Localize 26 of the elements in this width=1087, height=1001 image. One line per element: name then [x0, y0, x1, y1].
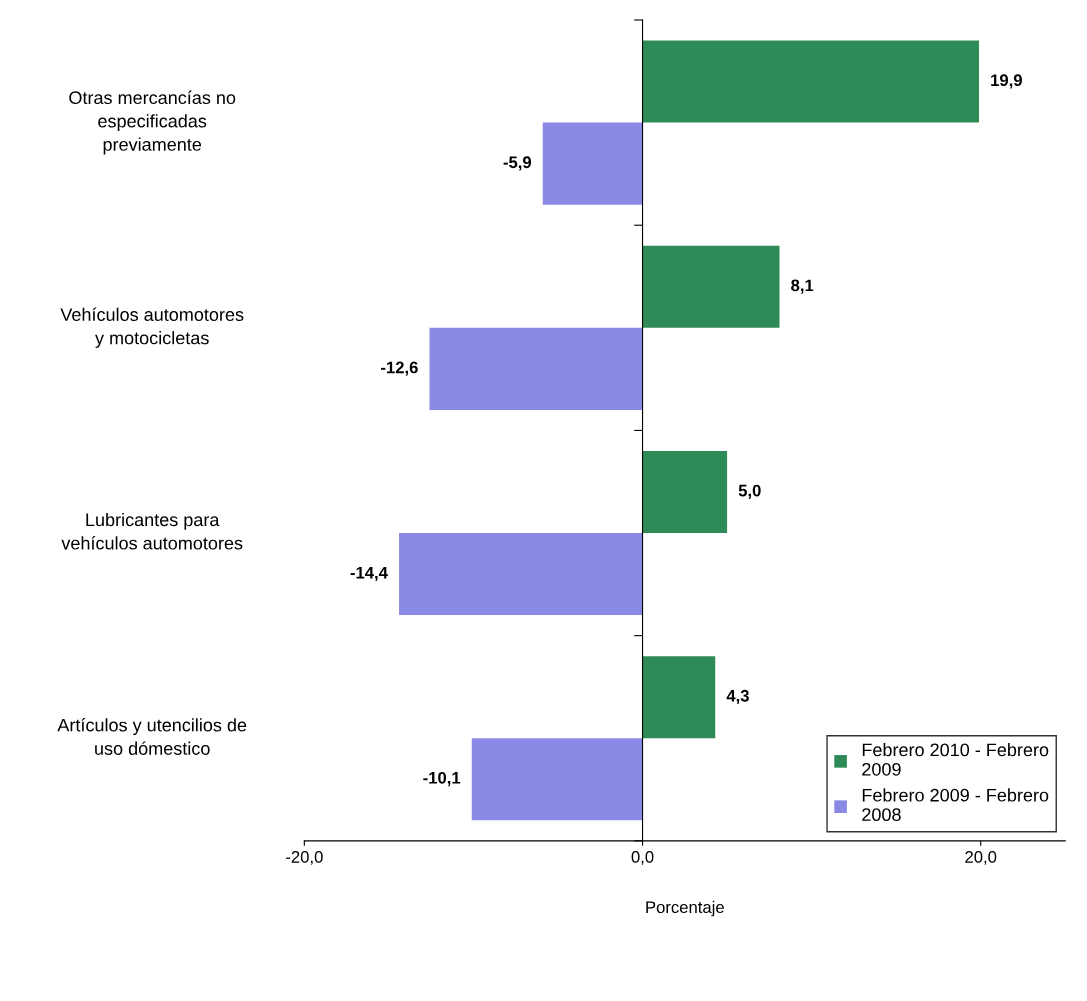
- bar: [429, 327, 643, 410]
- y-tick-label: Artículos y utencilios de uso dómestico: [57, 718, 247, 755]
- bar: [642, 656, 716, 739]
- x-tick-label: 20,0: [965, 851, 997, 865]
- bar: [542, 122, 643, 205]
- data-label: -14,4: [350, 566, 388, 581]
- data-label: 19,9: [991, 74, 1022, 89]
- y-tick-label: Vehículos automotores y motocicletas: [60, 307, 244, 348]
- data-label: -10,1: [423, 771, 461, 787]
- bar: [399, 533, 643, 616]
- data-label: -5,9: [503, 156, 532, 171]
- bar: [471, 738, 643, 821]
- data-label: 8,1: [791, 279, 814, 294]
- legend-label: Febrero 2009 - Febrero 2008: [862, 788, 1049, 822]
- bar: [642, 40, 980, 123]
- y-tick-label: Lubricantes para vehículos automotores: [61, 512, 243, 550]
- legend-label: Febrero 2010 - Febrero 2009: [862, 743, 1049, 776]
- x-axis-title: Porcentaje: [646, 900, 724, 917]
- bar: [642, 450, 728, 534]
- y-tick-label: Otras mercancías no especificadas previamente: [69, 90, 236, 155]
- data-label: 5,0: [738, 484, 761, 499]
- data-label: -12,6: [381, 361, 418, 376]
- x-tick-label: -20,0: [286, 851, 323, 865]
- x-tick-label: 0,0: [631, 851, 654, 865]
- bar: [642, 245, 780, 328]
- data-label: 4,3: [726, 689, 749, 705]
